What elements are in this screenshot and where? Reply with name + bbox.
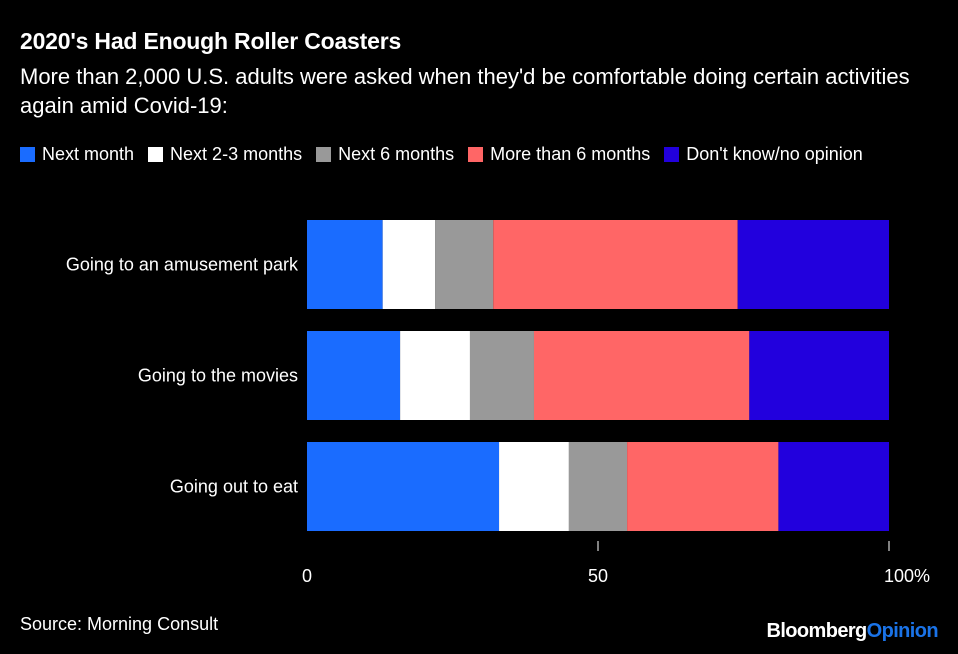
legend-label: Next 2-3 months bbox=[170, 144, 303, 164]
bar-segment bbox=[400, 331, 470, 420]
legend-label: Don't know/no opinion bbox=[686, 144, 863, 164]
category-label: Going to an amusement park bbox=[66, 255, 299, 275]
x-tick-label: 100% bbox=[884, 566, 930, 586]
bar-segment bbox=[749, 331, 889, 420]
chart-title: 2020's Had Enough Roller Coasters bbox=[20, 28, 402, 54]
legend-item: More than 6 months bbox=[468, 140, 650, 168]
legend-item: Next 2-3 months bbox=[148, 140, 302, 168]
bar-segment bbox=[499, 442, 569, 531]
x-tick-label: 0 bbox=[302, 566, 312, 586]
legend-label: More than 6 months bbox=[490, 144, 651, 164]
legend-label: Next month bbox=[42, 144, 135, 164]
bar-segment bbox=[382, 220, 436, 309]
legend-item: Next 6 months bbox=[316, 140, 454, 168]
brand-logo: BloombergOpinion bbox=[766, 620, 938, 643]
bar-segment bbox=[307, 220, 383, 309]
legend-swatch bbox=[20, 146, 35, 162]
brand-logo-part2: Opinion bbox=[866, 620, 939, 642]
bar-segment bbox=[568, 442, 628, 531]
legend-item: Don't know/no opinion bbox=[664, 140, 863, 168]
legend-swatch bbox=[664, 146, 680, 162]
legend-swatch bbox=[316, 146, 332, 162]
x-tick-label: 50 bbox=[588, 566, 608, 586]
bar-segment bbox=[307, 442, 500, 531]
category-label: Going out to eat bbox=[170, 477, 298, 497]
legend-item: Next month bbox=[20, 140, 134, 168]
legend-label: Next 6 months bbox=[338, 144, 455, 164]
bar-segment bbox=[778, 442, 889, 531]
bar-segment bbox=[469, 331, 534, 420]
bar-segment bbox=[737, 220, 889, 309]
bar-segment bbox=[493, 220, 738, 309]
brand-logo-part1: Bloomberg bbox=[766, 620, 867, 642]
source-note: Source: Morning Consult bbox=[20, 614, 219, 634]
chart-subtitle: More than 2,000 U.S. adults were asked w… bbox=[20, 64, 910, 118]
legend-swatch bbox=[468, 146, 484, 162]
category-label: Going to the movies bbox=[138, 366, 298, 386]
bar-segment bbox=[307, 331, 401, 420]
bar-segment bbox=[627, 442, 779, 531]
legend: Next month Next 2-3 months Next 6 months Mo… bbox=[20, 140, 920, 170]
bar-segment bbox=[435, 220, 494, 309]
bar-segment bbox=[533, 331, 750, 420]
legend-swatch bbox=[148, 146, 164, 162]
